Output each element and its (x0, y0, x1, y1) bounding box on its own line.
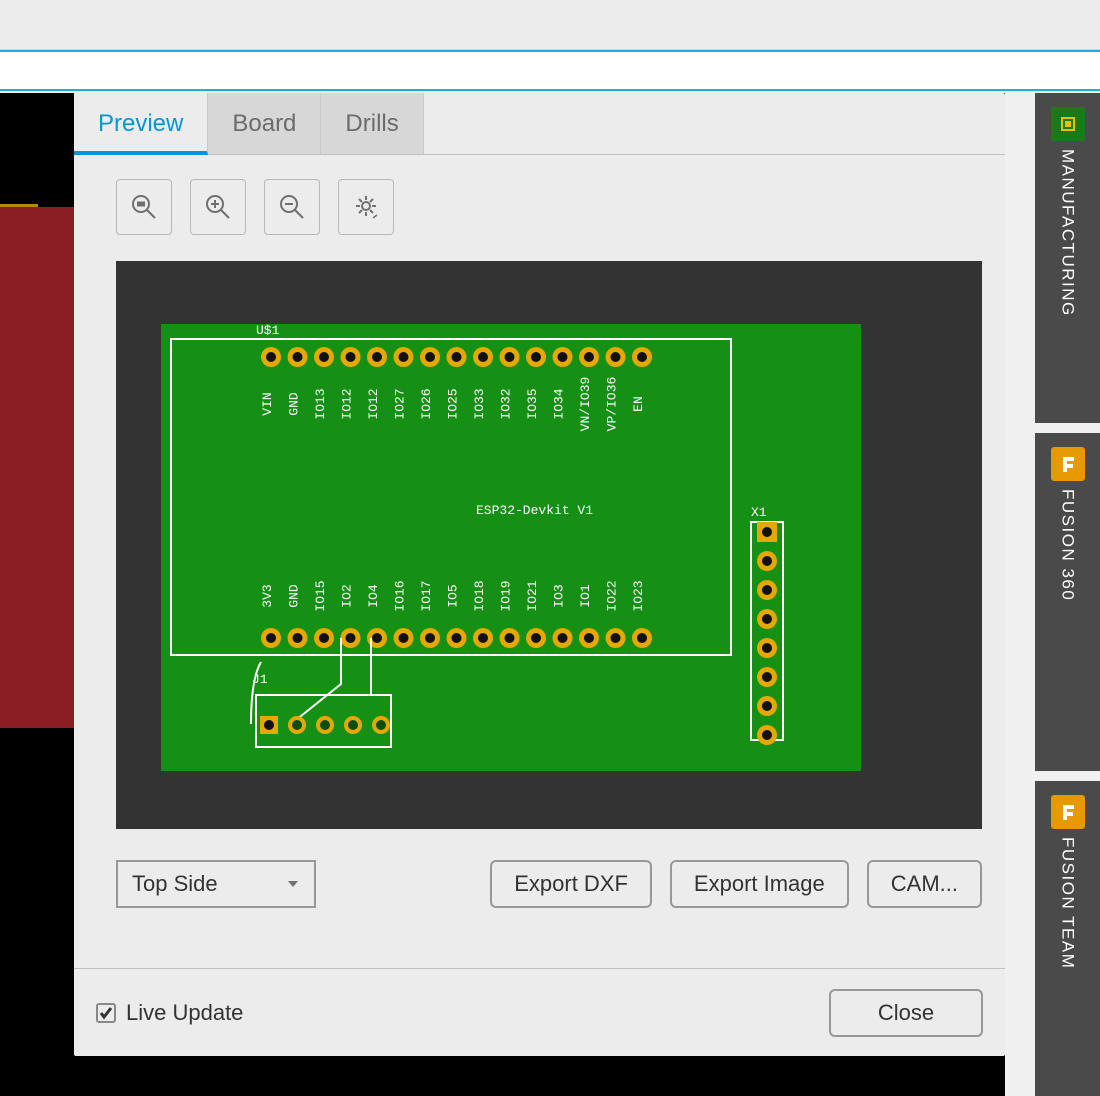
svg-text:IO5: IO5 (446, 584, 461, 607)
zoom-out-button[interactable] (264, 179, 320, 235)
svg-text:IO17: IO17 (419, 580, 434, 611)
app-divider-bar (0, 50, 1100, 91)
export-dxf-button[interactable]: Export DXF (490, 860, 652, 908)
gear-icon (351, 192, 381, 222)
svg-text:IO25: IO25 (446, 388, 461, 419)
svg-text:IO27: IO27 (393, 388, 408, 419)
zoom-in-icon (203, 192, 233, 222)
svg-text:U$1: U$1 (256, 324, 280, 338)
chevron-down-icon (286, 877, 300, 891)
svg-text:IO22: IO22 (605, 580, 620, 611)
pcb-board: U$1 ESP32-Devkit V1 VIN GND IO13 IO12 IO12 IO27… (161, 324, 861, 771)
preview-canvas[interactable]: U$1 ESP32-Devkit V1 VIN GND IO13 IO12 IO12 IO27… (116, 261, 982, 829)
preview-dialog: Preview Board Drills U$1 ESP32-Devkit V1 V… (74, 93, 1005, 1056)
tab-board[interactable]: Board (208, 93, 321, 154)
svg-text:VP/IO36: VP/IO36 (605, 377, 620, 432)
tab-drills[interactable]: Drills (321, 93, 423, 154)
sidepanel-label: FUSION TEAM (1058, 837, 1078, 969)
live-update-label: Live Update (126, 1000, 243, 1026)
side-panels: MANUFACTURING FUSION 360 FUSION TEAM (1035, 93, 1100, 1096)
pcb-svg: U$1 ESP32-Devkit V1 VIN GND IO13 IO12 IO12 IO27… (161, 324, 861, 771)
sidepanel-manufacturing[interactable]: MANUFACTURING (1035, 93, 1100, 423)
preview-toolbar (74, 155, 1005, 235)
zoom-fit-button[interactable] (116, 179, 172, 235)
side-dropdown-label: Top Side (132, 871, 218, 897)
svg-text:ESP32-Devkit V1: ESP32-Devkit V1 (476, 503, 593, 518)
fusion-icon (1051, 795, 1085, 829)
dialog-tabs: Preview Board Drills (74, 93, 1005, 155)
svg-text:IO32: IO32 (499, 388, 514, 419)
fusion-icon (1051, 447, 1085, 481)
svg-text:IO4: IO4 (366, 584, 381, 608)
check-icon (99, 1006, 113, 1020)
editor-layer-red (0, 207, 74, 728)
svg-text:IO1: IO1 (578, 584, 593, 608)
close-button[interactable]: Close (829, 989, 983, 1037)
svg-text:IO2: IO2 (340, 584, 355, 607)
svg-text:IO33: IO33 (472, 388, 487, 419)
svg-text:IO15: IO15 (313, 580, 328, 611)
svg-text:IO13: IO13 (313, 388, 328, 419)
svg-text:EN: EN (631, 396, 646, 412)
svg-text:VN/IO39: VN/IO39 (578, 377, 593, 432)
svg-text:J1: J1 (252, 672, 268, 687)
svg-text:IO19: IO19 (499, 580, 514, 611)
sidepanel-fusionteam[interactable]: FUSION TEAM (1035, 781, 1100, 1096)
tab-preview[interactable]: Preview (74, 93, 208, 155)
svg-text:IO3: IO3 (552, 584, 567, 607)
svg-text:IO18: IO18 (472, 580, 487, 611)
svg-text:IO21: IO21 (525, 580, 540, 611)
side-dropdown[interactable]: Top Side (116, 860, 316, 908)
dialog-footer: Live Update Close (74, 968, 1005, 1056)
svg-text:IO34: IO34 (552, 388, 567, 419)
svg-text:IO35: IO35 (525, 388, 540, 419)
sidepanel-label: MANUFACTURING (1058, 149, 1078, 317)
svg-text:GND: GND (287, 584, 302, 608)
svg-text:3V3: 3V3 (260, 584, 275, 607)
cam-button[interactable]: CAM... (867, 860, 982, 908)
svg-text:X1: X1 (751, 505, 767, 520)
zoom-fit-icon (129, 192, 159, 222)
settings-button[interactable] (338, 179, 394, 235)
editor-layer-black (0, 93, 38, 207)
svg-text:IO16: IO16 (393, 580, 408, 611)
export-image-button[interactable]: Export Image (670, 860, 849, 908)
live-update-checkbox[interactable] (96, 1003, 116, 1023)
sidepanel-label: FUSION 360 (1058, 489, 1078, 601)
svg-text:GND: GND (287, 392, 302, 416)
export-buttons: Export DXF Export Image CAM... (490, 860, 982, 908)
app-topbar (0, 0, 1100, 50)
preview-controls-row: Top Side Export DXF Export Image CAM... (116, 857, 982, 911)
svg-text:IO12: IO12 (366, 388, 381, 419)
svg-text:IO12: IO12 (340, 388, 355, 419)
svg-text:IO23: IO23 (631, 580, 646, 611)
svg-text:VIN: VIN (260, 392, 275, 415)
sidepanel-fusion360[interactable]: FUSION 360 (1035, 433, 1100, 771)
svg-text:IO26: IO26 (419, 388, 434, 419)
zoom-in-button[interactable] (190, 179, 246, 235)
chip-icon (1051, 107, 1085, 141)
zoom-out-icon (277, 192, 307, 222)
